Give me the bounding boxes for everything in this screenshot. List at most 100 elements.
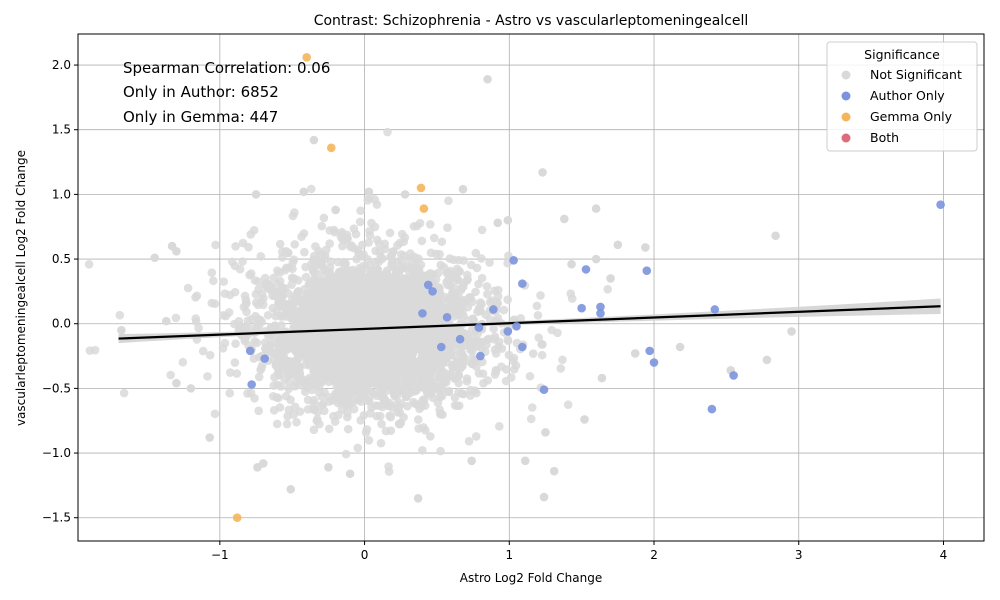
legend-marker-author-only [841, 91, 851, 101]
not-significant-point [298, 317, 308, 326]
not-significant-point [284, 377, 293, 387]
not-significant-point [412, 221, 422, 231]
not-significant-point [432, 353, 442, 362]
not-significant-point [591, 204, 601, 213]
not-significant-point [282, 419, 292, 429]
not-significant-point [771, 231, 780, 241]
not-significant-point [485, 258, 494, 267]
not-significant-point [497, 344, 507, 353]
author-only-point [645, 346, 654, 356]
not-significant-point [429, 233, 439, 243]
gemma-only-point [302, 52, 311, 62]
not-significant-point [287, 280, 296, 289]
not-significant-point [210, 409, 220, 419]
not-significant-point [438, 359, 447, 368]
not-significant-point [324, 462, 333, 472]
author-only-point [577, 303, 586, 313]
x-tick-label: 0 [361, 548, 369, 562]
not-significant-point [452, 264, 462, 274]
not-significant-point [580, 415, 589, 424]
not-significant-point [318, 301, 328, 310]
author-only-point [418, 309, 427, 318]
not-significant-point [376, 438, 386, 448]
not-significant-point [299, 229, 309, 238]
not-significant-point [290, 240, 300, 249]
not-significant-point [527, 403, 537, 412]
not-significant-point [435, 372, 445, 381]
y-tick-label: 2.0 [52, 58, 71, 72]
not-significant-point [567, 259, 576, 269]
not-significant-point [489, 334, 499, 344]
not-significant-point [485, 315, 495, 324]
not-significant-point [606, 274, 615, 283]
not-significant-point [526, 414, 536, 424]
not-significant-point [385, 228, 395, 238]
not-significant-point [675, 342, 685, 352]
not-significant-point [503, 336, 513, 346]
not-significant-point [437, 237, 447, 247]
not-significant-point [331, 205, 340, 215]
not-significant-point [482, 282, 492, 291]
not-significant-point [427, 346, 436, 356]
not-significant-point [198, 346, 208, 356]
not-significant-point [251, 190, 261, 199]
not-significant-point [356, 416, 365, 425]
not-significant-point [556, 364, 566, 373]
legend-marker-both [841, 133, 851, 143]
author-only-point [474, 323, 484, 332]
not-significant-point [247, 314, 256, 324]
not-significant-point [397, 386, 406, 396]
not-significant-point [509, 365, 519, 374]
not-significant-point [211, 240, 220, 250]
not-significant-point [289, 361, 299, 371]
not-significant-point [443, 223, 452, 233]
not-significant-point [477, 254, 486, 263]
not-significant-point [450, 393, 460, 402]
not-significant-point [464, 436, 474, 446]
author-only-point [476, 351, 485, 361]
not-significant-point [351, 229, 361, 239]
stats-annotations: Spearman Correlation: 0.06 Only in Autho… [123, 59, 330, 126]
not-significant-point [446, 330, 456, 339]
author-only-point [512, 322, 521, 331]
not-significant-point [597, 373, 607, 383]
not-significant-point [762, 355, 772, 365]
not-significant-point [275, 337, 284, 347]
not-significant-point [349, 397, 359, 406]
not-significant-point [309, 361, 319, 371]
author-only-point [260, 354, 269, 363]
author-only-point [428, 287, 437, 296]
not-significant-point [467, 456, 476, 466]
not-significant-point [244, 242, 253, 252]
author-only-point [596, 302, 605, 312]
not-significant-point [85, 346, 95, 355]
x-tick-label: 4 [940, 548, 948, 562]
not-significant-point [313, 414, 322, 424]
not-significant-point [309, 251, 319, 261]
not-significant-point [271, 287, 281, 297]
not-significant-point [493, 313, 503, 323]
not-significant-point [472, 263, 482, 273]
not-significant-point [243, 322, 253, 332]
not-significant-point [493, 218, 503, 228]
not-significant-point [421, 425, 430, 435]
not-significant-point [372, 278, 381, 288]
not-significant-point [341, 294, 351, 304]
not-significant-point [428, 331, 438, 341]
not-significant-point [256, 252, 266, 261]
not-significant-point [397, 229, 407, 239]
not-significant-point [117, 325, 126, 335]
not-significant-point [284, 341, 294, 351]
not-significant-point [348, 358, 358, 368]
y-tick-label: −0.5 [42, 381, 71, 395]
not-significant-point [227, 257, 237, 267]
not-significant-point [506, 373, 516, 382]
legend-label-not-significant: Not Significant [870, 67, 962, 82]
not-significant-point [493, 298, 503, 308]
not-significant-point [349, 316, 358, 326]
not-significant-point [322, 349, 332, 358]
not-significant-point [282, 263, 291, 273]
not-significant-point [337, 227, 347, 237]
not-significant-point [395, 346, 405, 355]
not-significant-point [424, 293, 434, 303]
